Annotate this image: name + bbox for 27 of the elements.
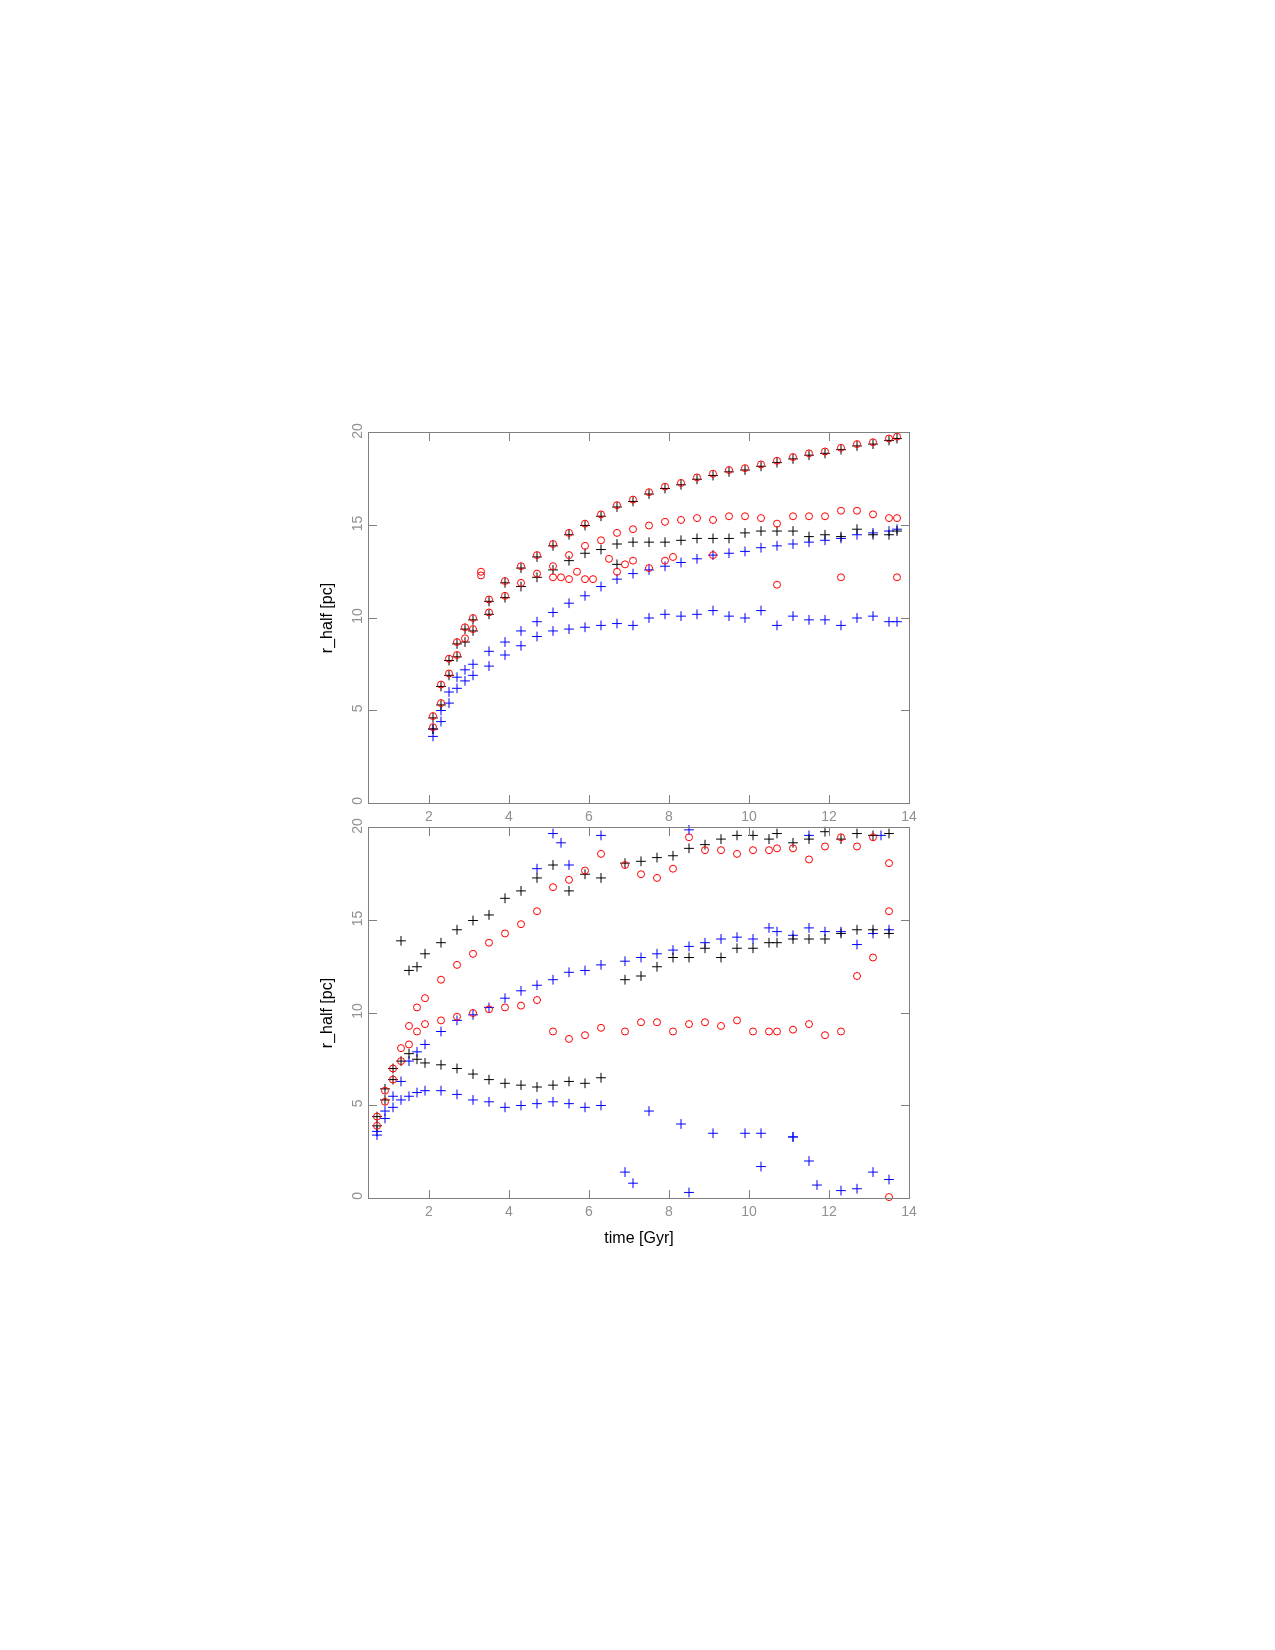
y-axis-title: r_half [pc]: [318, 582, 337, 654]
x-tick-label: 4: [505, 1202, 514, 1219]
x-tick-label: 6: [585, 807, 594, 824]
x-axis-title: time [Gyr]: [604, 1229, 674, 1247]
x-tick-label: 4: [505, 807, 514, 824]
x-tick-label: 10: [741, 807, 757, 824]
x-tick-label: 6: [585, 1202, 594, 1219]
x-tick-label: 8: [665, 807, 674, 824]
y-tick-label: 15: [349, 910, 366, 927]
x-tick-label: 2: [425, 1202, 434, 1219]
x-tick-label: 14: [901, 807, 917, 824]
x-tick-label: 14: [901, 1202, 917, 1219]
y-tick-label: 10: [349, 607, 366, 624]
x-tick-label: 8: [665, 1202, 674, 1219]
y-tick-label: 15: [349, 515, 366, 532]
x-tick-label: 12: [821, 807, 837, 824]
y-tick-label: 5: [349, 1099, 366, 1108]
y-tick-label: 0: [349, 1191, 366, 1200]
y-tick-label: 20: [349, 422, 366, 439]
x-tick-label: 12: [821, 1202, 837, 1219]
y-tick-label: 5: [349, 704, 366, 713]
y-tick-label: 20: [349, 817, 366, 834]
x-tick-label: 2: [425, 807, 434, 824]
y-tick-label: 10: [349, 1002, 366, 1019]
y-tick-label: 0: [349, 796, 366, 805]
y-axis-title: r_half [pc]: [318, 977, 337, 1049]
x-tick-label: 10: [741, 1202, 757, 1219]
